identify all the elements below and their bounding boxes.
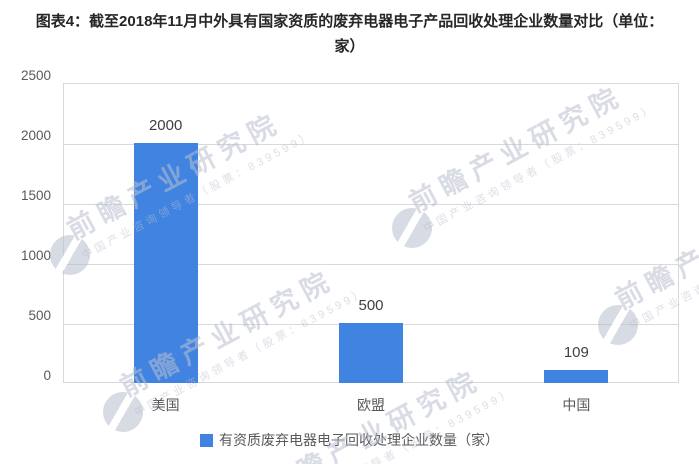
y-axis-tick-label: 1500 bbox=[20, 188, 51, 203]
gridline bbox=[64, 204, 678, 205]
legend-label: 有资质废弃电器电子回收处理企业数量（家） bbox=[219, 432, 499, 448]
y-axis-tick-label: 2000 bbox=[20, 128, 51, 143]
x-axis-label: 欧盟 bbox=[357, 397, 385, 413]
bar-value-label: 2000 bbox=[148, 117, 183, 134]
bar-中国 bbox=[544, 369, 609, 383]
gridline bbox=[64, 264, 678, 265]
y-axis-tick-label: 1000 bbox=[20, 248, 51, 263]
bar-value-label: 109 bbox=[563, 343, 589, 361]
legend-swatch-icon bbox=[200, 433, 213, 447]
y-axis-tick-label: 0 bbox=[43, 368, 51, 383]
x-axis-label: 美国 bbox=[151, 397, 180, 413]
watermark-subtext: 中国产业咨询领导者（股票：839599） bbox=[279, 386, 516, 464]
bar-欧盟 bbox=[339, 323, 403, 383]
y-axis-tick-label: 500 bbox=[28, 308, 51, 323]
y-axis-tick-label: 2500 bbox=[20, 68, 51, 83]
chart-title: 图表4：截至2018年11月中外具有国家资质的废弃电器电子产品回收处理企业数量对… bbox=[35, 13, 664, 55]
x-axis-label: 中国 bbox=[562, 397, 591, 413]
bar-美国 bbox=[133, 143, 198, 383]
bar-value-label: 500 bbox=[358, 297, 384, 314]
legend: 有资质废弃电器电子回收处理企业数量（家） bbox=[0, 430, 699, 450]
gridline bbox=[64, 144, 678, 145]
